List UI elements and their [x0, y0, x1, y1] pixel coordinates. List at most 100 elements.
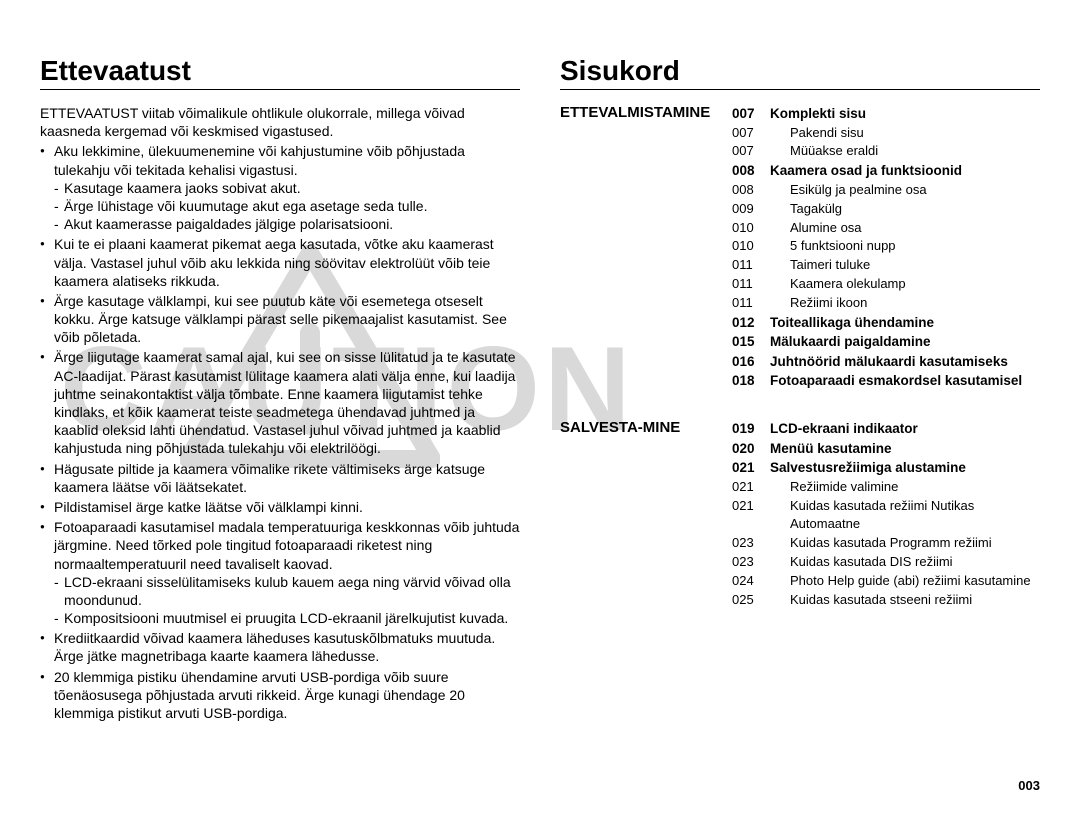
caution-item: Kui te ei plaani kaamerat pikemat aega k… [40, 235, 520, 290]
toc-title: Komplekti sisu [770, 104, 1040, 124]
toc-category: ETTEVALMISTAMINE [560, 104, 732, 391]
toc-title: Kaamera osad ja funktsioonid [770, 161, 1040, 181]
toc-row: 008Esikülg ja pealmine osa [732, 181, 1040, 200]
caution-item: Hägusate piltide ja kaamera võimalike ri… [40, 460, 520, 496]
toc-row: 015Mälukaardi paigaldamine [732, 332, 1040, 352]
toc-row: 023Kuidas kasutada DIS režiimi [732, 553, 1040, 572]
toc-title: 5 funktsiooni nupp [770, 237, 1040, 256]
toc-container: ETTEVALMISTAMINE007Komplekti sisu007Pake… [560, 104, 1040, 610]
toc-page: 011 [732, 275, 770, 294]
page-number: 003 [1018, 778, 1040, 793]
toc-title: Salvestusrežiimiga alustamine [770, 458, 1040, 478]
toc-row: 018Fotoaparaadi esmakordsel kasutamisel [732, 371, 1040, 391]
toc-title: Menüü kasutamine [770, 439, 1040, 459]
caution-item: 20 klemmiga pistiku ühendamine arvuti US… [40, 668, 520, 723]
toc-page: 020 [732, 439, 770, 459]
toc-page: 019 [732, 419, 770, 439]
toc-row: 011Režiimi ikoon [732, 294, 1040, 313]
toc-heading: Sisukord [560, 55, 1040, 90]
toc-title: Režiimi ikoon [770, 294, 1040, 313]
toc-page: 018 [732, 371, 770, 391]
toc-row: 025Kuidas kasutada stseeni režiimi [732, 591, 1040, 610]
toc-items: 007Komplekti sisu007Pakendi sisu007Müüak… [732, 104, 1040, 391]
toc-row: 011Taimeri tuluke [732, 256, 1040, 275]
toc-items: 019LCD-ekraani indikaator020Menüü kasuta… [732, 419, 1040, 610]
toc-row: 0105 funktsiooni nupp [732, 237, 1040, 256]
toc-title: Müüakse eraldi [770, 142, 1040, 161]
caution-subitem: Ärge lühistage või kuumutage akut ega as… [54, 197, 520, 215]
toc-row: 020Menüü kasutamine [732, 439, 1040, 459]
caution-intro: ETTEVAATUST viitab võimalikule ohtlikule… [40, 104, 520, 140]
toc-page: 024 [732, 572, 770, 591]
toc-category: SALVESTA-MINE [560, 419, 732, 610]
caution-list: Aku lekkimine, ülekuumenemine või kahjus… [40, 142, 520, 722]
caution-item: Aku lekkimine, ülekuumenemine või kahjus… [40, 142, 520, 233]
toc-row: 007Müüakse eraldi [732, 142, 1040, 161]
caution-item: Ärge liigutage kaamerat samal ajal, kui … [40, 348, 520, 457]
caution-subitem: LCD-ekraani sisselülitamiseks kulub kaue… [54, 573, 520, 609]
caution-subitems: Kasutage kaamera jaoks sobivat akut.Ärge… [54, 179, 520, 234]
toc-page: 010 [732, 237, 770, 256]
toc-row: 021Režiimide valimine [732, 478, 1040, 497]
toc-title: Kuidas kasutada DIS režiimi [770, 553, 1040, 572]
toc-page: 021 [732, 478, 770, 497]
toc-page: 007 [732, 104, 770, 124]
toc-title: Taimeri tuluke [770, 256, 1040, 275]
toc-row: 010Alumine osa [732, 219, 1040, 238]
toc-title: LCD-ekraani indikaator [770, 419, 1040, 439]
toc-page: 011 [732, 256, 770, 275]
toc-row: 019LCD-ekraani indikaator [732, 419, 1040, 439]
toc-page: 010 [732, 219, 770, 238]
toc-page: 012 [732, 313, 770, 333]
right-column: Sisukord ETTEVALMISTAMINE007Komplekti si… [540, 55, 1040, 722]
toc-title: Tagakülg [770, 200, 1040, 219]
toc-title: Juhtnöörid mälukaardi kasutamiseks [770, 352, 1040, 372]
toc-section: SALVESTA-MINE019LCD-ekraani indikaator02… [560, 419, 1040, 610]
toc-row: 011Kaamera olekulamp [732, 275, 1040, 294]
toc-title: Kuidas kasutada stseeni režiimi [770, 591, 1040, 610]
toc-row: 009Tagakülg [732, 200, 1040, 219]
toc-page: 016 [732, 352, 770, 372]
caution-subitems: LCD-ekraani sisselülitamiseks kulub kaue… [54, 573, 520, 628]
toc-row: 008Kaamera osad ja funktsioonid [732, 161, 1040, 181]
caution-item: Krediitkaardid võivad kaamera läheduses … [40, 629, 520, 665]
toc-page: 007 [732, 124, 770, 143]
toc-page: 008 [732, 181, 770, 200]
toc-page: 021 [732, 458, 770, 478]
caution-subitem: Kompositsiooni muutmisel ei pruugita LCD… [54, 609, 520, 627]
toc-page: 007 [732, 142, 770, 161]
toc-row: 021Kuidas kasutada režiimi Nutikas Autom… [732, 497, 1040, 535]
toc-page: 008 [732, 161, 770, 181]
toc-title: Toiteallikaga ühendamine [770, 313, 1040, 333]
toc-section: ETTEVALMISTAMINE007Komplekti sisu007Pake… [560, 104, 1040, 391]
caution-subitem: Kasutage kaamera jaoks sobivat akut. [54, 179, 520, 197]
toc-row: 007Komplekti sisu [732, 104, 1040, 124]
toc-title: Kuidas kasutada režiimi Nutikas Automaat… [770, 497, 1040, 535]
toc-title: Fotoaparaadi esmakordsel kasutamisel [770, 371, 1040, 391]
toc-page: 023 [732, 534, 770, 553]
left-column: Ettevaatust ETTEVAATUST viitab võimaliku… [40, 55, 540, 722]
toc-page: 025 [732, 591, 770, 610]
manual-page: CAUTION Ettevaatust ETTEVAATUST viitab v… [0, 0, 1080, 815]
toc-row: 021Salvestusrežiimiga alustamine [732, 458, 1040, 478]
caution-item: Ärge kasutage välklampi, kui see puutub … [40, 292, 520, 347]
toc-title: Pakendi sisu [770, 124, 1040, 143]
toc-title: Mälukaardi paigaldamine [770, 332, 1040, 352]
toc-row: 016Juhtnöörid mälukaardi kasutamiseks [732, 352, 1040, 372]
toc-page: 021 [732, 497, 770, 535]
toc-page: 009 [732, 200, 770, 219]
toc-title: Esikülg ja pealmine osa [770, 181, 1040, 200]
toc-title: Photo Help guide (abi) režiimi kasutamin… [770, 572, 1040, 591]
toc-title: Kaamera olekulamp [770, 275, 1040, 294]
toc-page: 015 [732, 332, 770, 352]
toc-page: 011 [732, 294, 770, 313]
caution-item: Fotoaparaadi kasutamisel madala temperat… [40, 518, 520, 627]
toc-row: 023Kuidas kasutada Programm režiimi [732, 534, 1040, 553]
caution-heading: Ettevaatust [40, 55, 520, 90]
caution-item: Pildistamisel ärge katke läätse või välk… [40, 498, 520, 516]
toc-row: 012Toiteallikaga ühendamine [732, 313, 1040, 333]
toc-title: Alumine osa [770, 219, 1040, 238]
caution-subitem: Akut kaamerasse paigaldades jälgige pola… [54, 215, 520, 233]
toc-page: 023 [732, 553, 770, 572]
toc-row: 007Pakendi sisu [732, 124, 1040, 143]
